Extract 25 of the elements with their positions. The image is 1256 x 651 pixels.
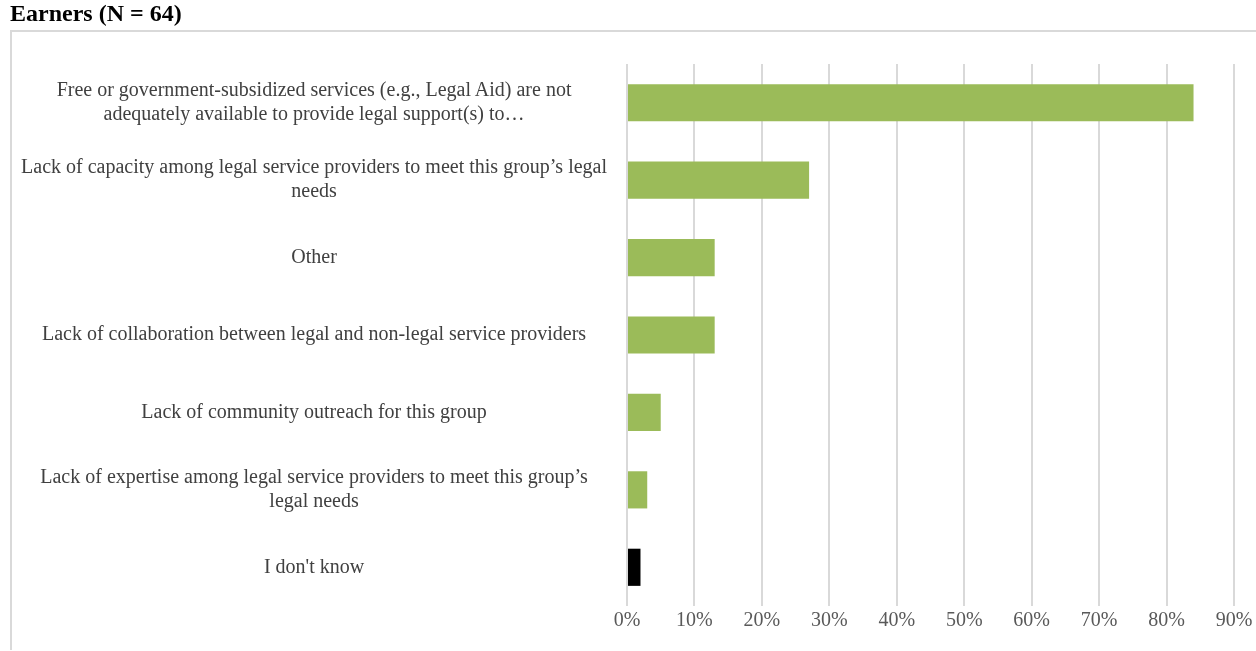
x-tick-label: 90% — [1215, 608, 1253, 631]
bar — [628, 316, 715, 354]
x-tick-label: 10% — [676, 608, 713, 631]
x-tick-label: 80% — [1148, 608, 1185, 631]
y-tick-label: I don't know — [263, 554, 365, 577]
y-tick-label: Free or government-subsidized services (e.g., Legal Aid) are not adequately available to provide legal support(s) to… — [56, 77, 572, 125]
bar — [628, 471, 648, 509]
bar — [628, 548, 641, 586]
text: Earners (N = 64) — [10, 0, 182, 27]
x-tick-label: 60% — [1013, 608, 1050, 631]
bar — [628, 238, 715, 277]
x-tick-label: 40% — [878, 608, 916, 631]
x-tick-label: 20% — [743, 608, 781, 631]
y-tick-label: Lack of expertise among legal service providers to meet this group’s legal needs — [40, 465, 589, 513]
y-tick-label: Lack of capacity among legal service providers to meet this group’s legal needs — [21, 155, 608, 202]
x-tick-label: 70% — [1080, 608, 1118, 631]
y-tick-label: Lack of collaboration between legal and non-legal service providers — [41, 322, 587, 346]
y-tick-label: Lack of community outreach for this group — [141, 399, 487, 423]
x-tick-label: 0% — [613, 608, 641, 631]
bar — [628, 84, 1194, 122]
y-tick-label: Other — [291, 244, 338, 267]
x-tick-label: 30% — [811, 608, 848, 631]
bar — [628, 161, 810, 199]
bar — [628, 393, 661, 432]
x-tick-label: 50% — [945, 608, 983, 631]
